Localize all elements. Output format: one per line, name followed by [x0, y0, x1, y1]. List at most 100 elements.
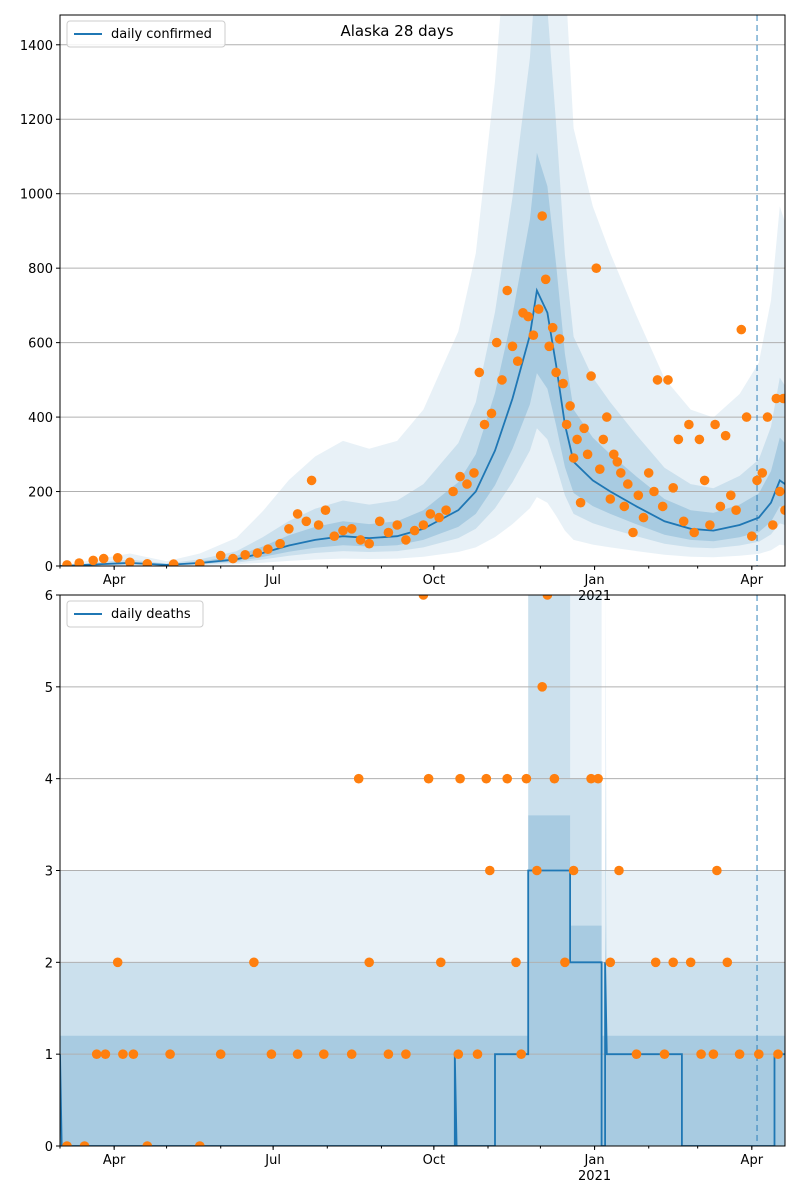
data-point: [485, 865, 495, 876]
data-point: [754, 1049, 764, 1059]
data-point: [441, 505, 451, 515]
data-point: [472, 1049, 483, 1059]
y-tick-label: 1000: [20, 188, 53, 203]
data-point: [338, 525, 348, 536]
data-point: [142, 559, 153, 566]
data-point: [612, 457, 623, 467]
data-point: [678, 516, 689, 527]
data-point: [628, 527, 638, 538]
data-point: [652, 375, 663, 385]
data-point: [320, 505, 331, 515]
data-point: [551, 367, 561, 378]
data-point: [710, 419, 720, 430]
data-point: [252, 548, 263, 558]
data-point: [215, 550, 226, 561]
data-point: [453, 1049, 464, 1059]
data-point: [780, 505, 785, 515]
data-point: [595, 464, 605, 475]
data-point: [722, 957, 733, 968]
data-point: [364, 957, 375, 968]
data-point: [633, 490, 644, 501]
uncertainty-band: [60, 15, 785, 566]
data-point: [689, 527, 699, 538]
data-point: [469, 468, 479, 478]
data-point: [511, 957, 521, 968]
data-point: [649, 486, 659, 497]
data-point: [74, 558, 84, 566]
data-point: [560, 957, 570, 968]
data-point: [118, 1049, 128, 1059]
data-point: [409, 525, 420, 536]
data-point: [659, 1049, 670, 1059]
y-tick-label: 5: [45, 681, 53, 696]
data-point: [685, 957, 696, 968]
y-tick-label: 400: [28, 411, 53, 426]
data-point: [165, 1049, 175, 1059]
x-tick-label: Jul: [264, 573, 281, 588]
data-point: [582, 449, 593, 460]
data-point: [726, 490, 736, 501]
data-point: [773, 1049, 783, 1059]
uncertainty-band: [60, 152, 785, 566]
data-point: [712, 865, 722, 876]
data-point: [558, 378, 568, 389]
x-tick-label: Apr: [741, 573, 764, 588]
data-point: [775, 486, 785, 497]
data-point: [762, 412, 773, 422]
data-point: [195, 559, 205, 566]
data-point: [507, 341, 518, 352]
data-point: [609, 449, 619, 460]
confirmed-series: [60, 211, 785, 566]
data-point: [455, 471, 465, 482]
x-tick-label: Jan: [584, 1153, 605, 1168]
data-point: [462, 479, 472, 489]
data-point: [401, 535, 411, 545]
data-point: [568, 453, 579, 463]
data-point: [565, 401, 575, 411]
data-point: [537, 682, 547, 692]
y-tick-label: 0: [45, 560, 53, 575]
data-point: [425, 509, 436, 519]
data-point: [512, 356, 523, 367]
data-point: [575, 497, 586, 508]
data-point: [346, 524, 357, 534]
data-point: [497, 375, 507, 385]
x-tick-label: Jul: [264, 1153, 281, 1168]
data-point: [329, 531, 340, 541]
data-point: [614, 865, 624, 876]
data-point: [392, 520, 403, 530]
data-point: [602, 412, 612, 422]
data-point: [537, 211, 547, 221]
data-point: [657, 501, 668, 512]
data-point: [523, 311, 533, 322]
data-point: [79, 1141, 90, 1146]
data-point: [418, 595, 429, 600]
data-point: [481, 773, 492, 784]
data-point: [708, 1049, 719, 1059]
x-tick-label: Apr: [741, 1153, 764, 1168]
data-point: [561, 419, 572, 430]
data-point: [125, 557, 135, 566]
data-point: [586, 371, 596, 381]
data-point: [275, 538, 285, 549]
x-tick-year-label: 2021: [578, 589, 611, 604]
data-point: [112, 957, 123, 968]
confirmed-axes-frame: [59, 14, 786, 567]
data-point: [436, 957, 446, 968]
data-point: [579, 423, 589, 434]
uncertainty-band: [60, 815, 785, 1146]
data-point: [112, 553, 123, 563]
data-point: [355, 535, 366, 545]
deaths-y-axis: 0 1 2 3 4 5 6: [45, 589, 60, 1155]
data-point: [752, 475, 762, 486]
data-point: [540, 274, 551, 285]
data-point: [142, 1141, 153, 1146]
data-point: [502, 285, 512, 296]
legend-label-confirmed: daily confirmed: [111, 27, 212, 42]
data-point: [353, 773, 364, 784]
data-point: [521, 773, 532, 784]
data-point: [650, 957, 661, 968]
data-point: [88, 555, 98, 566]
